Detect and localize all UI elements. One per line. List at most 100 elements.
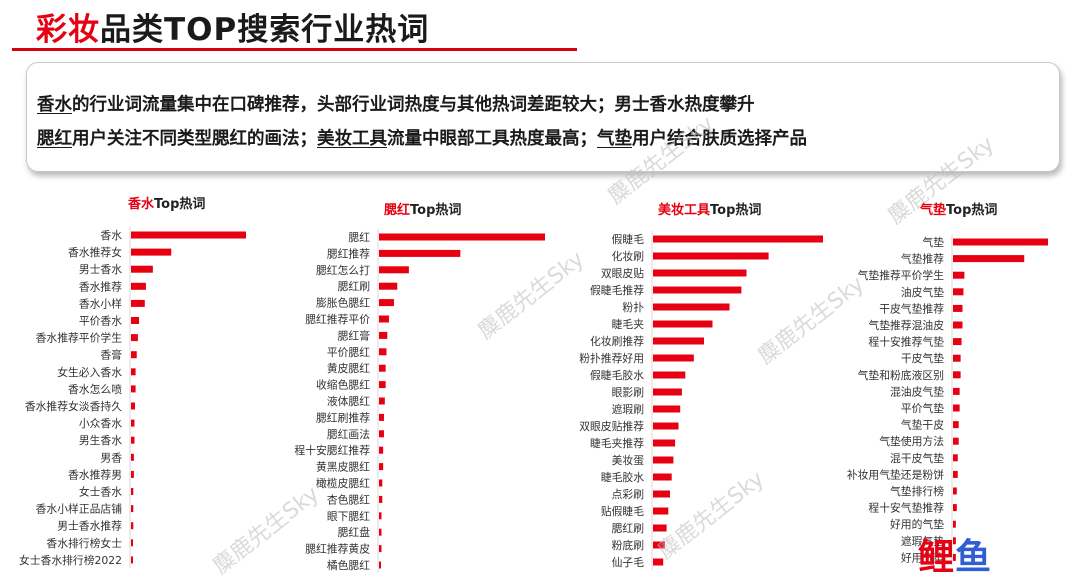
bar — [653, 524, 667, 532]
category-label: 气垫使用方法 — [879, 434, 944, 448]
summary-segment: 用户结合肤质选择产品 — [632, 129, 807, 149]
category-label: 干皮气垫 — [901, 351, 944, 365]
bar — [653, 252, 769, 260]
bar — [131, 419, 135, 427]
bar — [653, 388, 682, 396]
category-label: 遮瑕刷 — [612, 402, 644, 416]
bar — [131, 522, 134, 530]
bar — [953, 371, 961, 379]
bar — [379, 545, 382, 553]
bar — [653, 507, 669, 515]
bar — [131, 556, 133, 564]
bar — [953, 421, 959, 429]
bar-chart-1: 腮红腮红推荐腮红怎么打腮红刷膨胀色腮红腮红推荐平价腮红膏平价腮红黄皮腮红收缩色腮… — [294, 229, 545, 573]
summary-line-1: 香水的行业词流量集中在口碑推荐，头部行业词热度与其他热词差距较大；男士香水热度攀… — [37, 91, 755, 116]
bar — [379, 446, 384, 454]
bar — [653, 354, 694, 362]
bar — [379, 299, 394, 307]
category-label: 平价腮红 — [327, 346, 370, 359]
summary-segment: 美妆工具 — [317, 129, 387, 149]
bar — [953, 304, 963, 312]
category-label: 粉扑推荐好用 — [579, 351, 644, 365]
bar — [953, 454, 958, 462]
category-label: 香水推荐男 — [68, 467, 122, 481]
category-label: 睫毛夹推荐 — [590, 436, 644, 450]
bar — [379, 315, 389, 323]
bar — [379, 561, 381, 569]
category-label: 液体腮红 — [327, 394, 370, 408]
bar — [131, 453, 134, 461]
title-underline — [12, 48, 577, 51]
bar — [953, 487, 957, 495]
bar — [953, 271, 965, 279]
bar — [379, 463, 384, 471]
bar — [653, 422, 679, 430]
bar — [953, 288, 964, 296]
bar — [653, 320, 713, 328]
category-label: 假睫毛推荐 — [590, 283, 644, 297]
category-label: 腮红推荐黄皮 — [305, 542, 370, 556]
bar — [653, 269, 747, 277]
category-label: 气垫推荐平价学生 — [858, 268, 945, 282]
bar — [953, 537, 956, 545]
category-label: 好用的气垫 — [890, 517, 944, 531]
bar — [953, 255, 1025, 263]
bar — [131, 402, 136, 410]
bar — [131, 282, 146, 290]
bar-chart-2: 假睫毛化妆刷双眼皮贴假睫毛推荐粉扑睫毛夹化妆刷推荐粉扑推荐好用假睫毛胶水眼影刷遮… — [579, 231, 823, 570]
bar — [131, 265, 153, 273]
category-label: 收缩色腮红 — [316, 378, 370, 392]
category-label: 香水小样正品店铺 — [36, 502, 123, 516]
category-label: 睫毛夹 — [612, 318, 645, 331]
category-label: 腮红膏 — [338, 328, 371, 342]
bar — [131, 436, 135, 444]
bar — [953, 520, 956, 528]
bar — [379, 528, 382, 536]
title-accent: 彩妆 — [36, 12, 100, 48]
category-label: 粉扑 — [622, 300, 644, 314]
bar — [131, 470, 134, 478]
category-label: 腮红刷 — [612, 522, 644, 535]
category-label: 女生必入香水 — [57, 365, 122, 379]
category-label: 腮红推荐平价 — [305, 312, 370, 326]
bar — [131, 299, 145, 307]
category-label: 贴假睫毛 — [601, 504, 644, 518]
title-rest: 品类TOP搜索行业热词 — [100, 12, 430, 48]
category-label: 杏色腮红 — [327, 492, 370, 506]
category-label: 腮红画法 — [327, 427, 370, 441]
bar — [953, 338, 962, 346]
bar — [953, 354, 961, 362]
category-label: 程十安推荐气垫 — [868, 335, 944, 349]
bar — [131, 248, 172, 256]
bar — [131, 334, 138, 342]
bar — [653, 405, 681, 413]
bar — [379, 381, 386, 389]
bar — [379, 430, 384, 438]
bar — [653, 456, 674, 464]
category-label: 黄黑皮腮红 — [316, 460, 370, 474]
bar — [653, 439, 676, 447]
category-label: 橄榄皮腮红 — [316, 476, 370, 490]
bar — [953, 470, 958, 478]
bar — [379, 479, 383, 487]
category-label: 美妆蛋 — [612, 454, 645, 467]
category-label: 仙子毛 — [612, 556, 645, 569]
brand-logo: 鲤鱼 — [918, 528, 992, 580]
category-label: 腮红 — [348, 231, 370, 244]
bar — [131, 488, 134, 495]
category-label: 香水小样 — [79, 296, 122, 310]
category-label: 香水推荐女 — [68, 245, 122, 259]
summary-box: 香水的行业词流量集中在口碑推荐，头部行业词热度与其他热词差距较大；男士香水热度攀… — [26, 62, 1060, 172]
category-label: 小众香水 — [79, 417, 122, 430]
category-label: 腮红刷推荐 — [316, 410, 370, 424]
summary-segment: 的行业词流量集中在口碑推荐，头部行业词热度与其他热词差距较大；男士香水热度攀升 — [72, 95, 755, 115]
category-label: 腮红刷 — [338, 280, 370, 293]
summary-segment: 气垫 — [597, 129, 632, 149]
bar-chart-3: 气垫气垫推荐气垫推荐平价学生油皮气垫干皮气垫推荐气垫推荐混油皮程十安推荐气垫干皮… — [847, 234, 1048, 566]
category-label: 女士香水 — [79, 485, 122, 499]
category-label: 女士香水排行榜2022 — [19, 553, 122, 567]
bar — [953, 504, 957, 512]
category-label: 腮红盘 — [338, 525, 371, 539]
category-label: 香水推荐 — [79, 279, 122, 293]
chart-title-rest: Top热词 — [710, 203, 762, 218]
